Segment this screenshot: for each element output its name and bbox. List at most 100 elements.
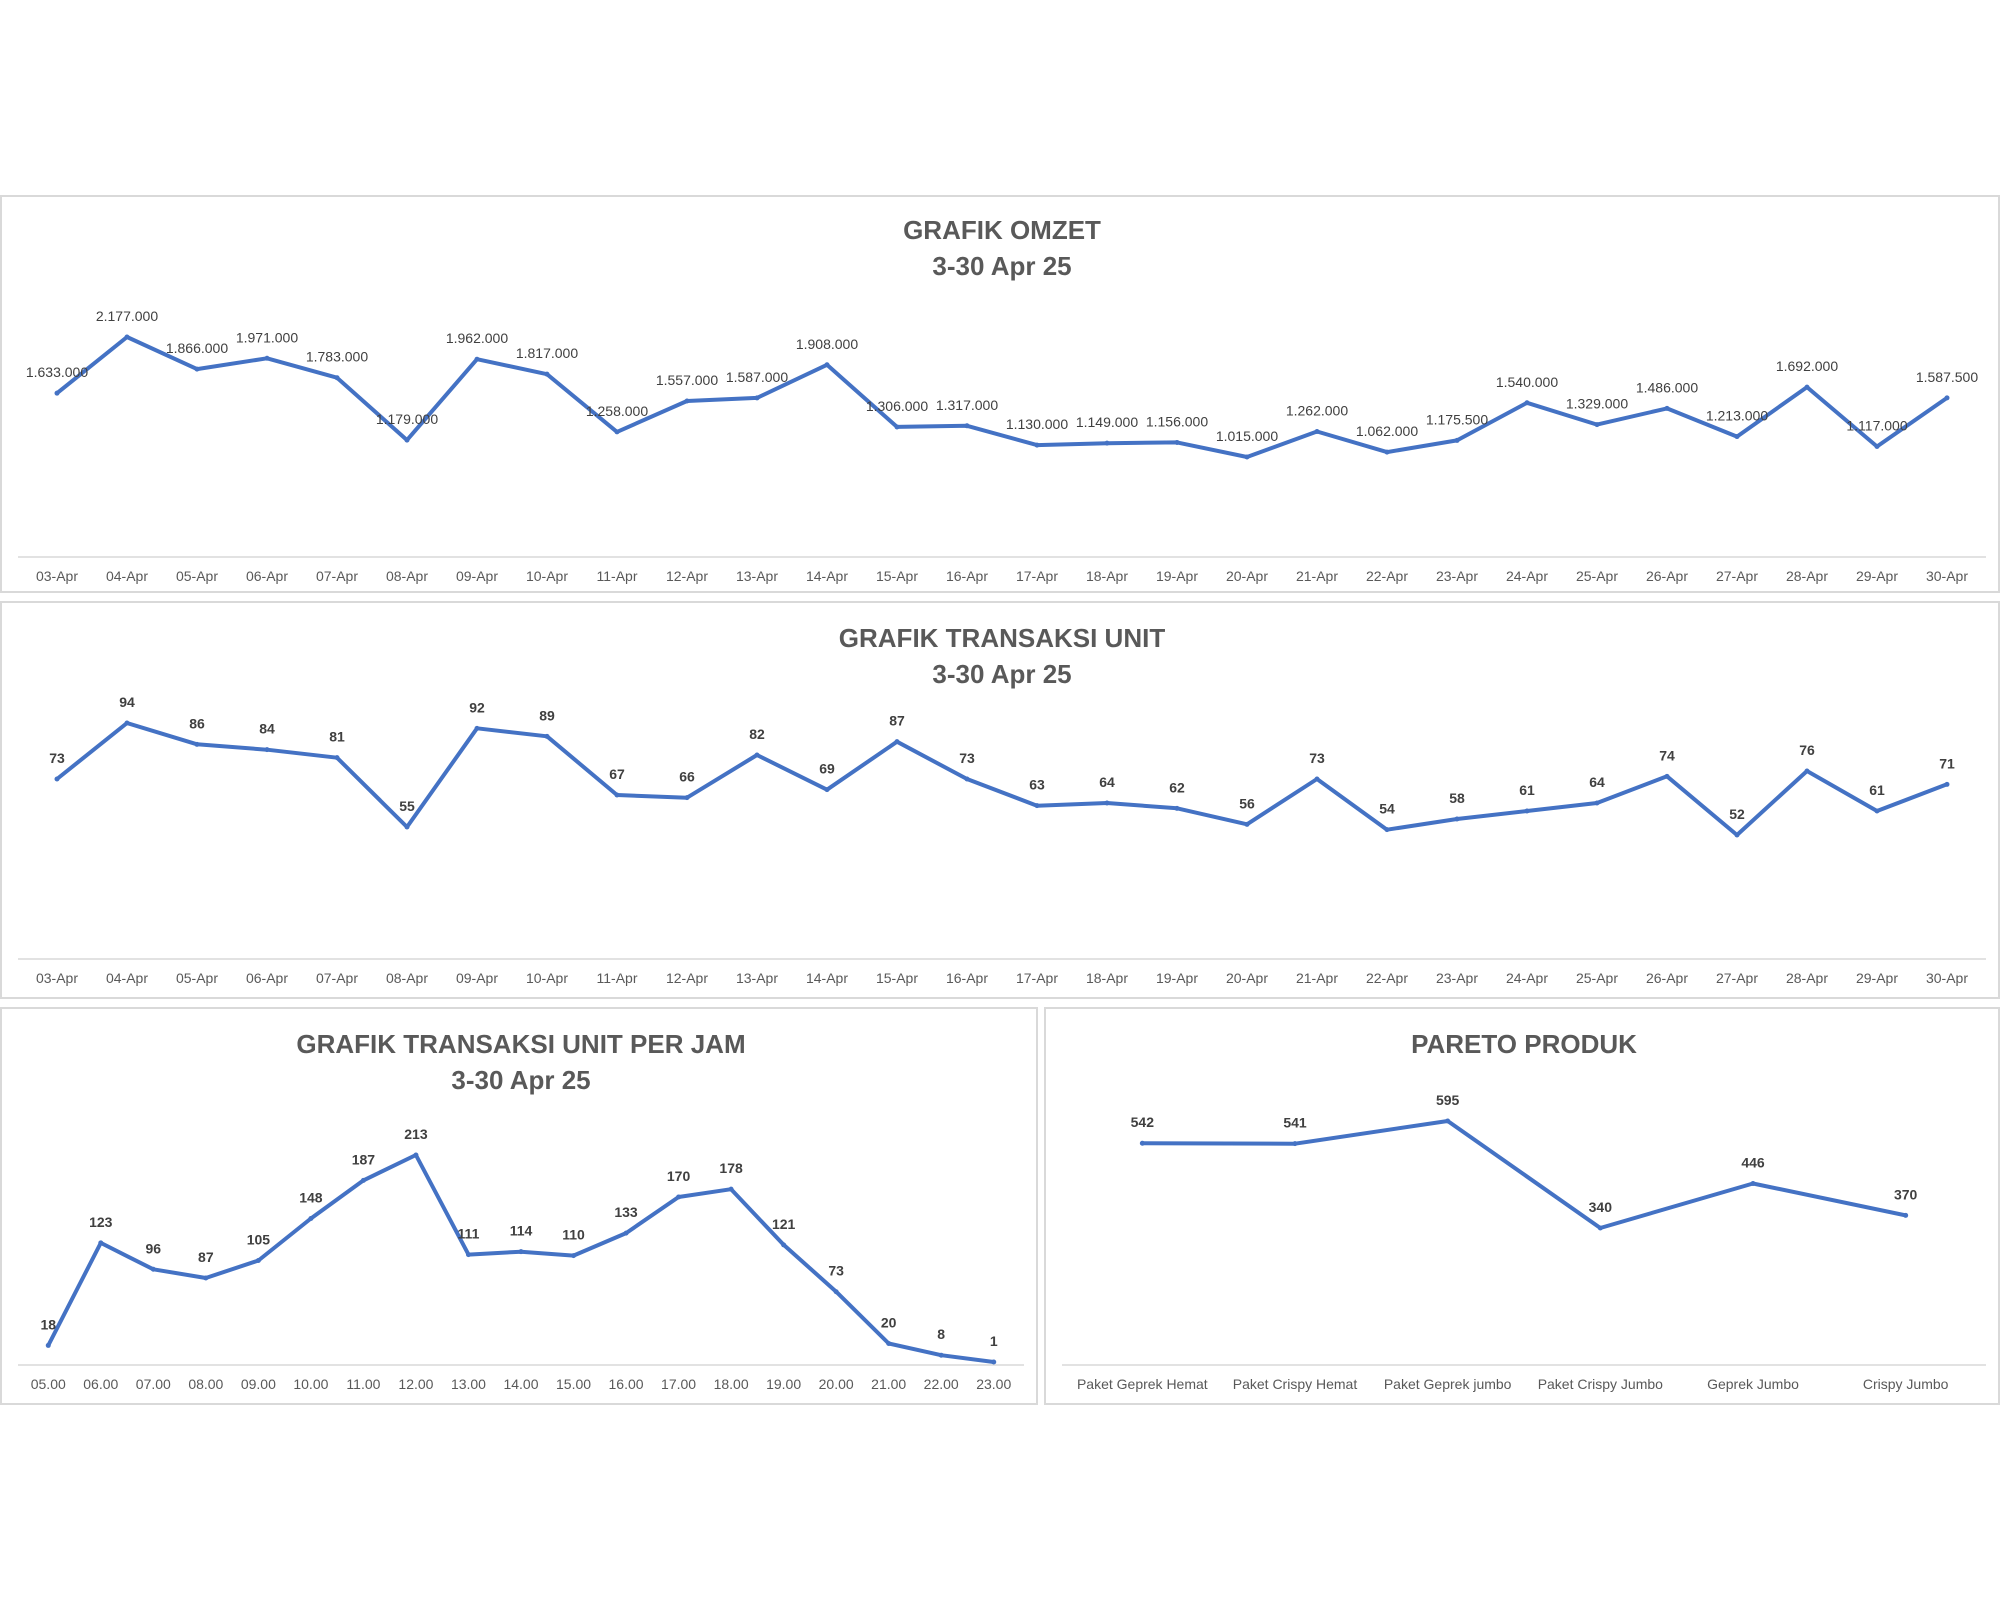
omzet-data-point [964, 423, 970, 429]
unit-data-label: 56 [1239, 795, 1255, 811]
unit-data-point [1244, 821, 1250, 827]
jam-data-label: 18 [40, 1316, 56, 1332]
pareto-chart-title: PARETO PRODUK [1411, 1029, 1637, 1059]
jam-data-label: 96 [146, 1240, 162, 1256]
pareto-tick-label: Paket Geprek Hemat [1077, 1376, 1208, 1392]
unit-data-point [964, 776, 970, 782]
pareto-data-label: 340 [1589, 1199, 1613, 1215]
unit-tick-label: 21-Apr [1296, 970, 1338, 986]
unit-tick-label: 16-Apr [946, 970, 988, 986]
omzet-data-label: 1.540.000 [1496, 374, 1558, 390]
omzet-data-point [894, 424, 900, 430]
jam-data-label: 123 [89, 1214, 113, 1230]
jam-data-point [413, 1152, 419, 1158]
unit-tick-label: 05-Apr [176, 970, 218, 986]
omzet-data-point [1944, 395, 1950, 401]
pareto-data-label: 542 [1131, 1114, 1155, 1130]
jam-data-point [360, 1177, 366, 1183]
omzet-tick-label: 21-Apr [1296, 568, 1338, 584]
omzet-data-label: 1.866.000 [166, 340, 228, 356]
omzet-tick-label: 17-Apr [1016, 568, 1058, 584]
omzet-tick-label: 03-Apr [36, 568, 78, 584]
unit-data-point [1454, 816, 1460, 822]
pareto-data-label: 370 [1894, 1186, 1918, 1202]
unit-data-label: 73 [1309, 750, 1325, 766]
jam-data-point [938, 1352, 944, 1358]
unit-data-point [264, 747, 270, 753]
unit-data-point [404, 824, 410, 830]
omzet-tick-label: 10-Apr [526, 568, 568, 584]
unit-data-point [1944, 781, 1950, 787]
unit-tick-label: 06-Apr [246, 970, 288, 986]
jam-tick-label: 20.00 [819, 1376, 854, 1392]
unit-chart-subtitle: 3-30 Apr 25 [932, 659, 1071, 689]
unit-data-point [124, 720, 130, 726]
omzet-tick-label: 09-Apr [456, 568, 498, 584]
jam-data-point [203, 1275, 209, 1281]
unit-tick-label: 03-Apr [36, 970, 78, 986]
hourly-chart: GRAFIK TRANSAKSI UNIT PER JAM 3-30 Apr 25… [18, 1029, 1024, 1392]
jam-data-label: 213 [404, 1126, 428, 1142]
omzet-data-label: 1.258.000 [586, 403, 648, 419]
unit-data-label: 81 [329, 729, 345, 745]
pareto-tick-label: Geprek Jumbo [1707, 1376, 1799, 1392]
unit-chart-panel: GRAFIK TRANSAKSI UNIT 3-30 Apr 25 03-Apr 04… [0, 601, 2000, 999]
jam-data-point [465, 1252, 471, 1258]
pareto-data-point [1445, 1118, 1451, 1124]
jam-tick-label: 22.00 [924, 1376, 959, 1392]
unit-tick-label: 10-Apr [526, 970, 568, 986]
unit-data-point [54, 776, 60, 782]
omzet-tick-label: 08-Apr [386, 568, 428, 584]
unit-data-label: 92 [469, 699, 485, 715]
unit-tick-label: 30-Apr [1926, 970, 1968, 986]
unit-data-label: 84 [259, 721, 275, 737]
unit-tick-label: 28-Apr [1786, 970, 1828, 986]
unit-data-point [1524, 808, 1530, 814]
jam-tick-label: 05.00 [31, 1376, 66, 1392]
unit-data-label: 71 [1939, 755, 1955, 771]
omzet-data-point [1174, 439, 1180, 445]
omzet-chart: GRAFIK OMZET 3-30 Apr 25 03-Apr 04-Apr 05-Ap… [18, 215, 1986, 584]
omzet-tick-label: 22-Apr [1366, 568, 1408, 584]
unit-tick-label: 20-Apr [1226, 970, 1268, 986]
unit-data-label: 69 [819, 761, 835, 777]
jam-tick-label: 07.00 [136, 1376, 171, 1392]
pareto-data-point [1750, 1181, 1756, 1187]
jam-data-point [571, 1253, 577, 1259]
unit-data-label: 63 [1029, 777, 1045, 793]
omzet-tick-label: 27-Apr [1716, 568, 1758, 584]
omzet-data-label: 1.329.000 [1566, 396, 1628, 412]
pareto-tick-label: Crispy Jumbo [1863, 1376, 1949, 1392]
jam-data-point [518, 1249, 524, 1255]
unit-tick-label: 26-Apr [1646, 970, 1688, 986]
omzet-data-label: 1.262.000 [1286, 402, 1348, 418]
unit-data-point [1874, 808, 1880, 814]
pareto-tick-label: Paket Crispy Jumbo [1538, 1376, 1663, 1392]
unit-tick-label: 17-Apr [1016, 970, 1058, 986]
omzet-data-label: 1.179.000 [376, 411, 438, 427]
omzet-data-label: 1.117.000 [1846, 417, 1907, 433]
jam-tick-label: 08.00 [188, 1376, 223, 1392]
jam-data-point [150, 1266, 156, 1272]
unit-chart-title: GRAFIK TRANSAKSI UNIT [839, 623, 1166, 653]
omzet-data-point [684, 398, 690, 404]
unit-tick-label: 14-Apr [806, 970, 848, 986]
jam-chart-subtitle: 3-30 Apr 25 [451, 1065, 590, 1095]
pareto-data-label: 595 [1436, 1092, 1460, 1108]
omzet-data-point [1664, 405, 1670, 411]
omzet-data-point [404, 437, 410, 443]
unit-data-point [1104, 800, 1110, 806]
omzet-data-label: 1.692.000 [1776, 358, 1838, 374]
omzet-tick-label: 06-Apr [246, 568, 288, 584]
unit-series-line [55, 721, 1949, 837]
jam-data-label: 133 [614, 1204, 638, 1220]
unit-data-label: 74 [1659, 747, 1675, 763]
jam-data-point [833, 1289, 839, 1295]
jam-data-label: 1 [990, 1333, 998, 1349]
omzet-data-label: 1.062.000 [1356, 423, 1418, 439]
unit-data-label: 82 [749, 726, 765, 742]
jam-tick-label: 19.00 [766, 1376, 801, 1392]
unit-data-label: 58 [1449, 790, 1465, 806]
pareto-tick-label: Paket Geprek jumbo [1384, 1376, 1512, 1392]
omzet-data-point [264, 355, 270, 361]
